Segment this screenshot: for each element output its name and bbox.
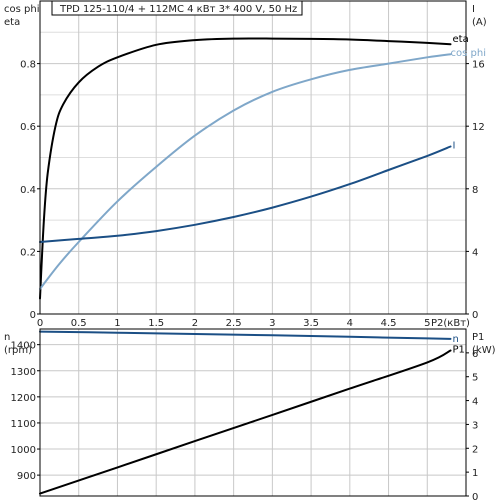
series-n-label: n bbox=[453, 334, 459, 345]
bottom-right-axis-title: (kW) bbox=[472, 345, 496, 356]
top-right-tick-label: 4 bbox=[472, 247, 478, 258]
bottom-left-tick-label: 1200 bbox=[11, 393, 36, 404]
chart-title-box bbox=[51, 0, 303, 16]
bottom-left-tick-label: 1400 bbox=[11, 341, 36, 352]
bottom-left-axis-title: n bbox=[4, 332, 10, 343]
bottom-left-tick-label: 900 bbox=[17, 471, 36, 482]
x-tick-label: 5 bbox=[424, 318, 430, 329]
grid-layer bbox=[40, 1, 466, 496]
x-tick-label: 2 bbox=[192, 318, 198, 329]
top-left-tick-label: 0.6 bbox=[20, 122, 36, 133]
bottom-right-tick-label: 3 bbox=[472, 420, 478, 431]
series-i-label: I bbox=[453, 141, 456, 152]
series-n-line bbox=[39, 330, 452, 340]
top-right-tick-label: 8 bbox=[472, 185, 478, 196]
series-eta-label: eta bbox=[453, 34, 469, 45]
series-cos-phi-label: cos phi bbox=[451, 48, 486, 59]
bottom-right-tick-label: 5 bbox=[472, 373, 478, 384]
bottom-left-tick-label: 1300 bbox=[11, 367, 36, 378]
x-tick-label: 1 bbox=[114, 318, 120, 329]
x-tick-label: 0.5 bbox=[71, 318, 87, 329]
bottom-left-tick-label: 1100 bbox=[11, 419, 36, 430]
chart-title: TPD 125-110/4 + 112MC 4 кВт 3* 400 V, 50… bbox=[59, 4, 297, 15]
bottom-left-tick-label: 1000 bbox=[11, 445, 36, 456]
top-left-tick-label: 0.4 bbox=[20, 185, 36, 196]
top-left-axis-title: eta bbox=[4, 17, 20, 28]
top-right-axis-title: (A) bbox=[472, 17, 487, 28]
top-left-tick-label: 0.8 bbox=[20, 60, 36, 71]
x-tick-label: 4.5 bbox=[381, 318, 397, 329]
series-p1-line bbox=[39, 349, 452, 495]
x-tick-label: 1.5 bbox=[148, 318, 164, 329]
top-left-tick-label: 0 bbox=[30, 310, 36, 321]
top-left-axis-title: cos phi bbox=[4, 4, 39, 15]
top-right-axis-title: I bbox=[472, 4, 475, 15]
curve-layer bbox=[39, 37, 452, 495]
x-tick-label: 2.5 bbox=[226, 318, 242, 329]
top-right-tick-label: 12 bbox=[472, 122, 485, 133]
bottom-right-tick-label: 6 bbox=[472, 349, 478, 360]
bottom-right-tick-label: 4 bbox=[472, 397, 478, 408]
series-p1-label: P1 bbox=[453, 344, 465, 355]
x-tick-label: 3 bbox=[269, 318, 275, 329]
series-eta-line bbox=[39, 37, 452, 300]
bottom-left-axis-title: (rpm) bbox=[4, 345, 32, 356]
bottom-right-tick-label: 0 bbox=[472, 492, 478, 500]
bottom-right-tick-label: 1 bbox=[472, 468, 478, 479]
x-tick-label: 3.5 bbox=[303, 318, 319, 329]
top-right-tick-label: 16 bbox=[472, 60, 485, 71]
series-cos-phi-line bbox=[39, 53, 452, 290]
top-right-tick-label: 0 bbox=[472, 310, 478, 321]
bottom-right-axis-title: P1 bbox=[472, 332, 484, 343]
x-tick-label: 0 bbox=[37, 318, 43, 329]
x-tick-label: 4 bbox=[347, 318, 353, 329]
top-left-tick-label: 0.2 bbox=[20, 247, 36, 258]
bottom-right-tick-label: 2 bbox=[472, 444, 478, 455]
series-i-line bbox=[39, 145, 452, 243]
bottom-plot-frame bbox=[39, 328, 467, 497]
x-axis-title: P2(кВт) bbox=[431, 318, 470, 329]
